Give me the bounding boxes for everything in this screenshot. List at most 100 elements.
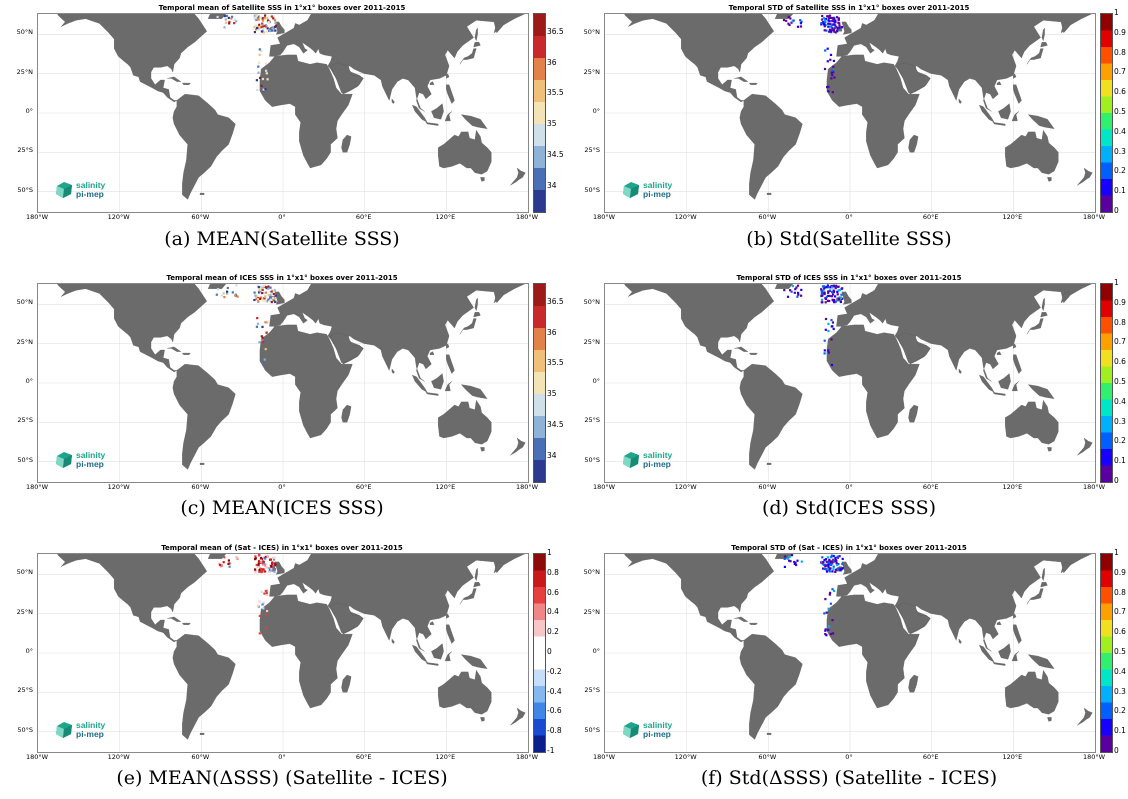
- data-pixel: [800, 560, 803, 563]
- landmass: [460, 384, 488, 399]
- data-pixel: [837, 568, 840, 571]
- data-pixel: [260, 49, 263, 52]
- longitude-tick-label: 60°W: [191, 753, 210, 761]
- data-pixel: [270, 301, 273, 304]
- data-pixel: [265, 589, 269, 592]
- longitude-tick-label: 120°E: [1002, 483, 1023, 491]
- data-pixel: [253, 291, 256, 294]
- data-pixel: [263, 17, 266, 20]
- data-pixel: [253, 14, 256, 17]
- logo-mark-icon: [623, 452, 639, 468]
- data-pixel: [829, 16, 832, 19]
- data-pixel: [228, 565, 231, 568]
- landmass: [1027, 114, 1055, 129]
- logo-line1: salinity: [76, 720, 106, 730]
- latitude-tick-label: 25°N: [583, 337, 600, 346]
- data-pixel: [236, 556, 239, 559]
- longitude-tick-label: 180°W: [1082, 483, 1106, 491]
- data-pixel: [258, 291, 261, 294]
- data-pixel: [823, 67, 827, 71]
- data-pixel: [220, 294, 223, 297]
- data-pixel: [273, 557, 276, 560]
- figure-caption: (d) Std(ICES SSS): [761, 497, 936, 519]
- landmass: [480, 447, 485, 452]
- data-pixel: [823, 21, 827, 24]
- data-pixel: [830, 554, 833, 557]
- data-pixel: [264, 564, 267, 567]
- data-pixel: [831, 298, 834, 301]
- data-pixel: [272, 17, 275, 20]
- data-pixel: [834, 568, 838, 571]
- landmass: [473, 312, 481, 318]
- landmass: [207, 554, 227, 559]
- data-pixel: [263, 24, 266, 28]
- data-pixel: [830, 77, 833, 80]
- data-pixel: [257, 15, 260, 18]
- map-canvas: [605, 284, 1095, 482]
- data-pixel: [263, 291, 266, 294]
- data-pixel: [222, 561, 225, 564]
- landmass: [412, 644, 428, 663]
- data-pixel: [264, 291, 268, 294]
- data-pixel: [254, 18, 257, 21]
- logo-line2: pi-mep: [643, 459, 671, 469]
- data-pixel: [834, 295, 837, 298]
- data-pixel: [234, 293, 237, 296]
- data-pixel: [268, 570, 271, 573]
- landmass: [274, 21, 285, 35]
- data-pixel: [822, 563, 825, 566]
- data-pixel: [790, 554, 794, 557]
- data-pixel: [832, 565, 835, 568]
- data-pixel: [822, 23, 826, 26]
- data-pixel: [793, 562, 796, 565]
- data-pixel: [800, 294, 803, 297]
- data-pixel: [260, 285, 263, 288]
- colorbar-tick-label: 35.5: [547, 88, 564, 98]
- data-pixel: [823, 339, 826, 342]
- landmass: [1040, 582, 1048, 588]
- data-pixel: [259, 555, 263, 558]
- data-pixel: [264, 14, 267, 17]
- landmass: [897, 332, 931, 363]
- latitude-tick-label: 50°N: [583, 568, 600, 577]
- data-pixel: [272, 569, 275, 572]
- data-pixel: [789, 560, 792, 563]
- landmass: [748, 352, 758, 355]
- data-pixel: [832, 293, 835, 296]
- landmass: [908, 674, 919, 693]
- landmass: [57, 14, 207, 103]
- data-pixel: [262, 28, 265, 31]
- colorbar-tick-label: 0.4: [1114, 396, 1126, 406]
- colorbar-tick-label: 34.5: [547, 150, 564, 160]
- figure-caption: (c) MEAN(ICES SSS): [180, 497, 384, 519]
- data-pixel: [795, 286, 798, 289]
- data-pixel: [829, 591, 832, 594]
- data-pixel: [271, 27, 274, 30]
- data-pixel: [261, 362, 264, 365]
- data-pixel: [822, 567, 825, 570]
- data-pixel: [836, 290, 839, 293]
- landmass: [446, 73, 450, 79]
- data-pixel: [267, 298, 270, 301]
- landmass: [979, 644, 995, 663]
- longitude-tick-label: 180°W: [25, 213, 49, 221]
- data-pixel: [823, 29, 826, 32]
- colorbar-tick-label: 0.3: [1114, 416, 1126, 426]
- map-canvas: [38, 14, 528, 212]
- data-pixel: [831, 325, 834, 328]
- data-pixel: [266, 554, 269, 557]
- data-pixel: [273, 19, 277, 22]
- landmass: [330, 332, 364, 363]
- data-pixel: [827, 25, 830, 28]
- latitude-tick-label: 25°S: [584, 416, 600, 425]
- data-pixel: [824, 317, 828, 321]
- data-pixel: [834, 300, 837, 303]
- figure-caption: (a) MEAN(Satellite SSS): [164, 228, 400, 250]
- data-pixel: [267, 294, 270, 297]
- data-pixel: [261, 297, 264, 300]
- landmass: [1047, 177, 1052, 182]
- data-pixel: [836, 555, 839, 558]
- data-pixel: [254, 555, 257, 558]
- colorbar-tick-label: 0.6: [1114, 627, 1126, 637]
- colorbar: [533, 13, 546, 213]
